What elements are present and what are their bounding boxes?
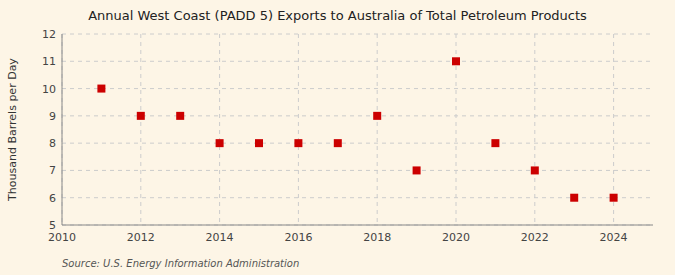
point bbox=[373, 112, 381, 120]
point bbox=[137, 112, 145, 120]
grid-line bbox=[219, 34, 220, 225]
grid-line bbox=[62, 143, 653, 144]
points bbox=[97, 57, 617, 201]
x-tick-label: 2012 bbox=[127, 231, 155, 244]
grid-line bbox=[62, 61, 653, 62]
point bbox=[610, 194, 618, 202]
grid-line bbox=[62, 197, 653, 198]
point bbox=[216, 139, 224, 147]
grid-line bbox=[62, 225, 653, 226]
grid-line bbox=[62, 34, 653, 35]
x-tick-label: 2016 bbox=[284, 231, 312, 244]
y-axis-line bbox=[62, 34, 63, 225]
x-tick-label: 2018 bbox=[363, 231, 391, 244]
title: Annual West Coast (PADD 5) Exports to Au… bbox=[88, 8, 587, 23]
point bbox=[97, 85, 105, 93]
grid-line bbox=[298, 34, 299, 225]
point bbox=[531, 166, 539, 174]
x-tick-label: 2022 bbox=[521, 231, 549, 244]
x-tick-label: 2024 bbox=[600, 231, 628, 244]
grid-line bbox=[62, 170, 653, 171]
grid-line bbox=[140, 34, 141, 225]
x-tick-label: 2010 bbox=[48, 231, 76, 244]
y-axis-label: Thousand Barrels per Day bbox=[6, 58, 19, 202]
point bbox=[452, 57, 460, 65]
chart: Annual West Coast (PADD 5) Exports to Au… bbox=[0, 0, 675, 275]
grid-line bbox=[62, 115, 653, 116]
x-tick-label: 2014 bbox=[206, 231, 234, 244]
y-tick-label: 9 bbox=[49, 110, 56, 123]
point bbox=[294, 139, 302, 147]
point bbox=[255, 139, 263, 147]
y-tick-label: 12 bbox=[42, 28, 56, 41]
grid-line bbox=[62, 88, 653, 89]
y-tick-label: 10 bbox=[42, 83, 56, 96]
point bbox=[491, 139, 499, 147]
source-note: Source: U.S. Energy Information Administ… bbox=[62, 258, 299, 269]
x-tick-label: 2020 bbox=[442, 231, 470, 244]
y-tick-label: 11 bbox=[42, 55, 56, 68]
point bbox=[570, 194, 578, 202]
point bbox=[334, 139, 342, 147]
y-tick-label: 7 bbox=[49, 164, 56, 177]
point bbox=[176, 112, 184, 120]
grid-line bbox=[534, 34, 535, 225]
grid-line bbox=[377, 34, 378, 225]
y-tick-label: 6 bbox=[49, 192, 56, 205]
x-axis-line bbox=[62, 225, 653, 226]
grid-line bbox=[62, 34, 63, 225]
grid bbox=[62, 34, 653, 225]
y-tick-label: 8 bbox=[49, 137, 56, 150]
point bbox=[413, 166, 421, 174]
axes: 5678910111220102012201420162018202020222… bbox=[42, 28, 653, 244]
